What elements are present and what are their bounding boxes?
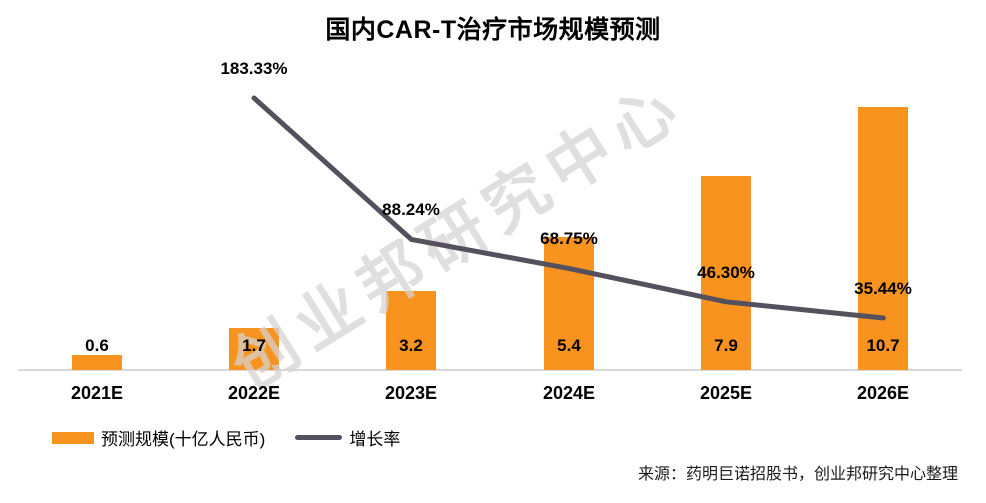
growth-label-2022E: 183.33%	[220, 59, 288, 78]
bar-value-label-2021E: 0.6	[85, 336, 109, 355]
legend-item-forecast: 预测规模(十亿人民币)	[52, 425, 265, 450]
bar-2023E	[386, 291, 436, 370]
growth-rate-line	[251, 95, 886, 321]
bar-value-label-2026E: 10.7	[866, 336, 900, 355]
x-axis-label-2024E: 2024E	[542, 383, 596, 403]
legend-item-growth: 增长率	[295, 425, 400, 450]
growth-label-2023E: 88.24%	[382, 200, 440, 219]
x-axis-line	[18, 369, 962, 371]
line-series-swatch	[295, 435, 343, 440]
bar-value-label-2022E: 1.7	[242, 336, 266, 355]
growth-label-2025E: 46.30%	[697, 263, 755, 282]
x-axis-label-2023E: 2023E	[384, 383, 438, 403]
bar-2022E	[229, 328, 279, 370]
growth-label-2024E: 68.75%	[540, 229, 598, 248]
bar-series-swatch	[52, 431, 94, 444]
legend: 预测规模(十亿人民币) 增长率	[52, 425, 400, 450]
source-note: 来源：药明巨诺招股书，创业邦研究中心整理	[637, 466, 958, 483]
legend-label-growth: 增长率	[349, 430, 401, 449]
bar-2021E	[72, 355, 122, 370]
x-axis-label-2021E: 2021E	[70, 383, 124, 403]
bar-2026E	[858, 107, 908, 370]
bar-value-label-2023E: 3.2	[399, 336, 423, 355]
bar-2025E	[701, 176, 751, 370]
x-axis-label-2026E: 2026E	[856, 383, 910, 403]
bar-value-label-2025E: 7.9	[714, 336, 738, 355]
growth-label-2026E: 35.44%	[854, 279, 912, 298]
x-axis-label-2022E: 2022E	[227, 383, 281, 403]
legend-label-forecast: 预测规模(十亿人民币)	[101, 430, 266, 449]
bar-2024E	[544, 237, 594, 370]
x-axis-label-2025E: 2025E	[699, 383, 753, 403]
chart-title: 国内CAR-T治疗市场规模预测	[325, 16, 661, 44]
bar-value-label-2024E: 5.4	[557, 336, 581, 355]
